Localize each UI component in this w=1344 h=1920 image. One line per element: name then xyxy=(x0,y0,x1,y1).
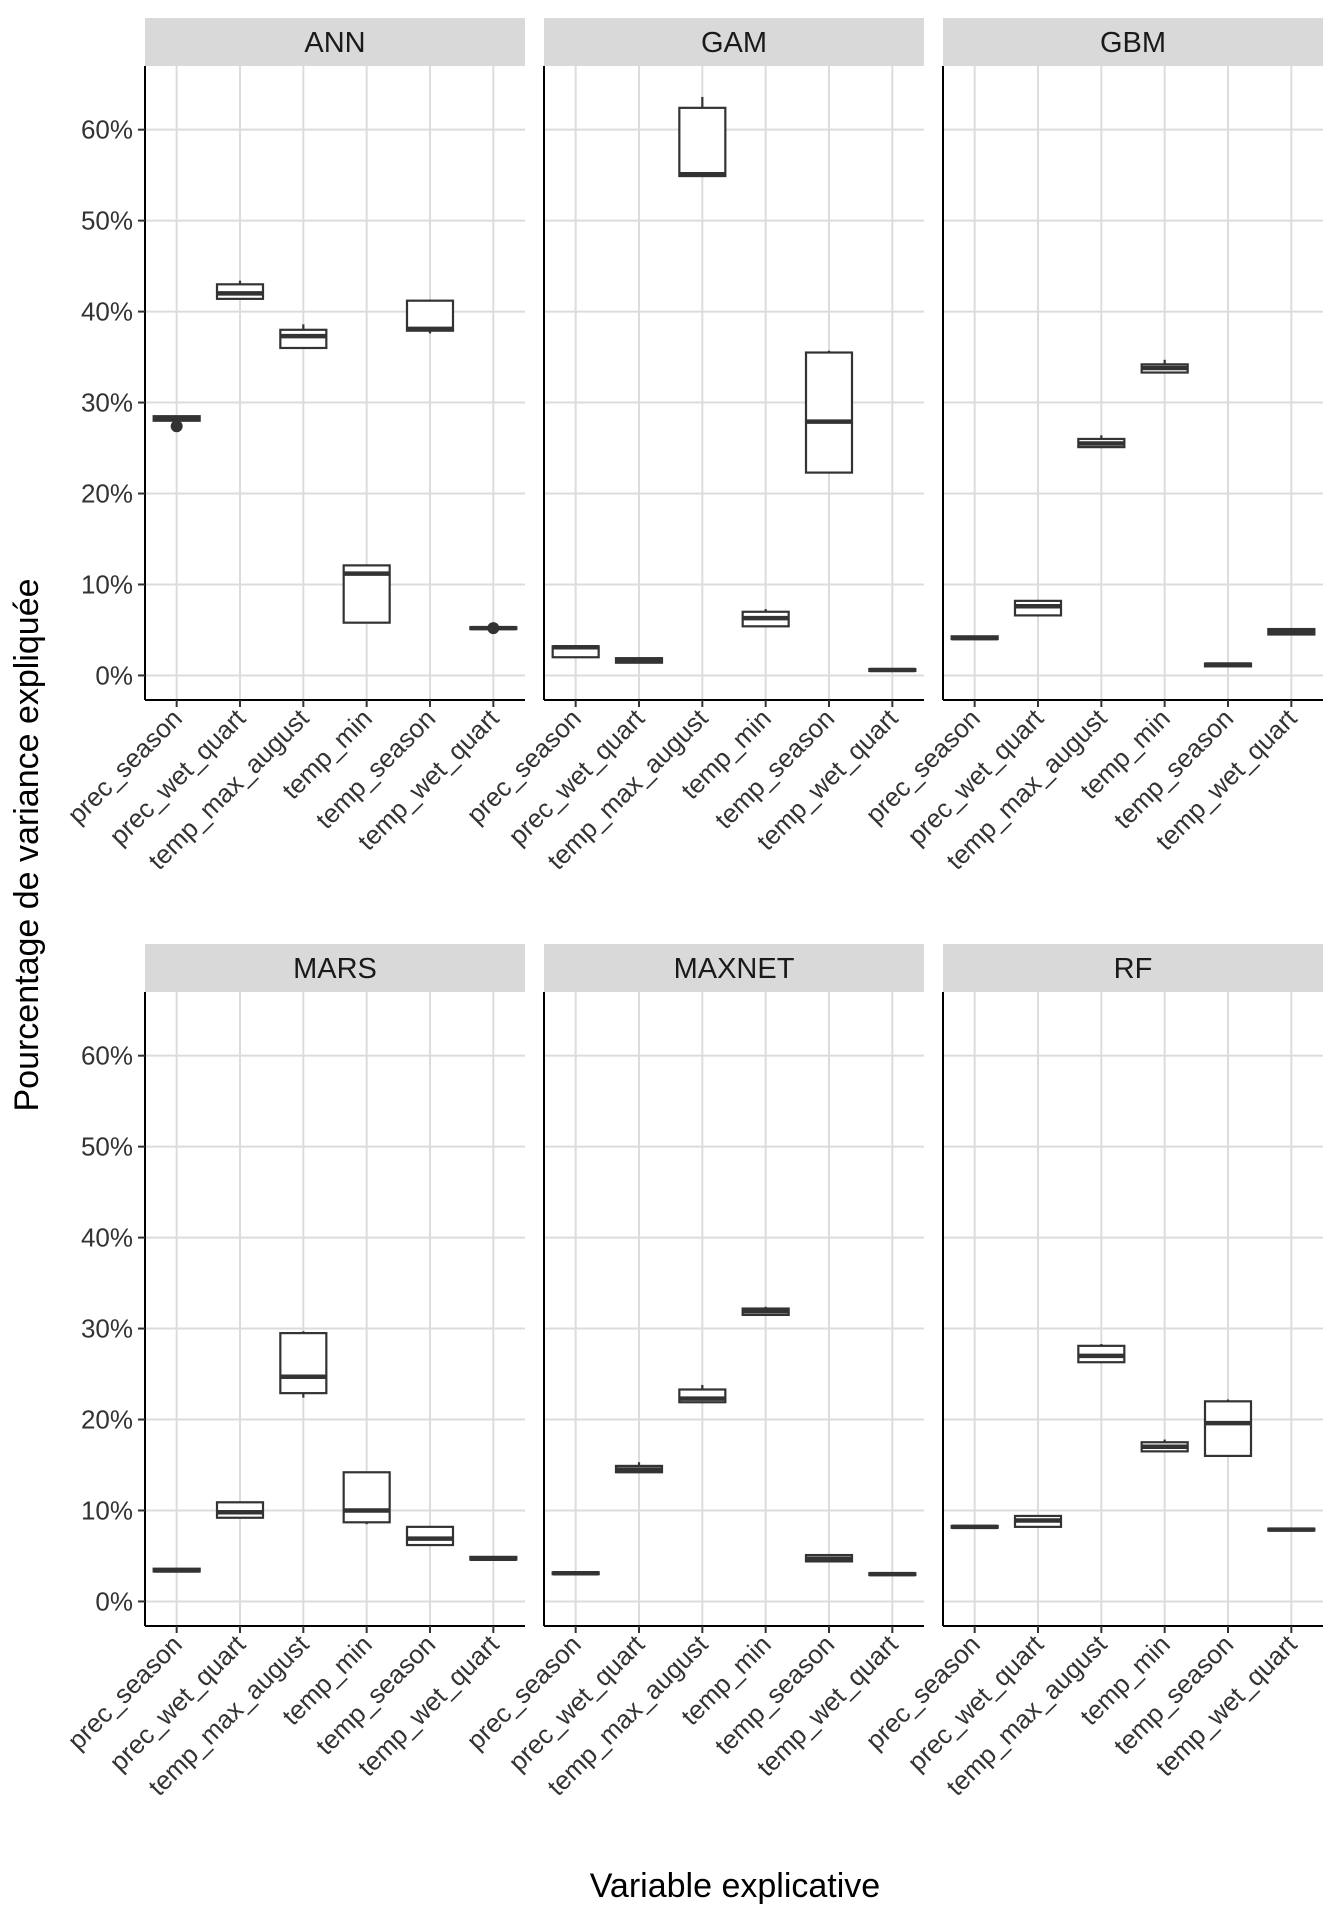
box-temp_season xyxy=(1203,662,1253,668)
box-prec_wet_quart xyxy=(215,280,265,300)
box-iqr xyxy=(215,1501,265,1519)
y-tick-label: 20% xyxy=(81,479,133,509)
box-temp_season xyxy=(1203,1399,1253,1458)
y-tick-label: 30% xyxy=(81,388,133,418)
box-temp_min xyxy=(741,1306,790,1317)
x-axis-title: Variable explicative xyxy=(590,1867,880,1905)
box-temp_max_august xyxy=(678,96,727,178)
facet-strip-label: MARS xyxy=(293,953,377,985)
box-temp_min xyxy=(342,1471,391,1525)
facet-panels: ANN0%10%20%30%40%50%60%prec_seasonprec_w… xyxy=(61,18,1323,1801)
y-tick-label: 50% xyxy=(81,206,133,236)
facet-strip xyxy=(544,18,924,66)
box-prec_season xyxy=(950,635,999,641)
facet-strip-label: MAXNET xyxy=(674,953,795,985)
box-iqr xyxy=(405,299,455,332)
box-temp_min xyxy=(741,609,790,628)
facet-strip xyxy=(943,18,1323,66)
y-tick-label: 20% xyxy=(81,1405,133,1435)
box-iqr xyxy=(279,328,328,350)
outlier-point xyxy=(170,420,183,433)
box-temp_wet_quart xyxy=(469,622,518,635)
box-temp_wet_quart xyxy=(868,1571,917,1577)
y-tick-label: 0% xyxy=(95,660,133,690)
box-temp_max_august xyxy=(1077,435,1126,449)
box-prec_wet_quart xyxy=(614,1462,664,1474)
box-prec_season xyxy=(551,644,600,659)
y-tick-label: 30% xyxy=(81,1314,133,1344)
box-temp_season xyxy=(405,299,455,334)
box-prec_season xyxy=(152,415,201,433)
box-temp_max_august xyxy=(279,324,328,350)
box-prec_season xyxy=(152,1567,201,1573)
box-temp_min xyxy=(1140,1439,1189,1453)
box-prec_wet_quart xyxy=(1013,599,1063,617)
box-iqr xyxy=(1203,1400,1253,1458)
box-temp_min xyxy=(342,564,391,624)
facet-strip-label: ANN xyxy=(304,27,365,59)
box-temp_season xyxy=(804,1553,854,1563)
box-iqr xyxy=(804,351,854,474)
facet-panel-maxnet: MAXNETprec_seasonprec_wet_quarttemp_max_… xyxy=(460,944,924,1801)
facet-panel-gbm: GBMprec_seasonprec_wet_quarttemp_max_aug… xyxy=(859,18,1323,875)
box-temp_season xyxy=(804,350,854,474)
box-temp_wet_quart xyxy=(1267,627,1316,636)
box-prec_season xyxy=(950,1524,999,1530)
facet-strip-label: RF xyxy=(1114,953,1153,985)
y-tick-label: 10% xyxy=(81,1495,133,1525)
y-tick-label: 0% xyxy=(95,1586,133,1616)
facet-strip xyxy=(544,944,924,992)
box-iqr xyxy=(342,1471,391,1524)
facet-strip xyxy=(145,18,525,66)
box-temp_max_august xyxy=(279,1331,328,1398)
box-iqr xyxy=(678,106,727,178)
y-tick-label: 50% xyxy=(81,1132,133,1162)
facet-strip xyxy=(943,944,1323,992)
y-tick-label: 40% xyxy=(81,297,133,327)
facet-strip-label: GAM xyxy=(701,27,767,59)
box-iqr xyxy=(405,1525,455,1547)
box-temp_max_august xyxy=(1077,1344,1126,1364)
box-prec_wet_quart xyxy=(215,1501,265,1519)
y-tick-label: 10% xyxy=(81,569,133,599)
facet-panel-ann: ANN0%10%20%30%40%50%60%prec_seasonprec_w… xyxy=(61,18,525,875)
y-axis-title: Pourcentage de variance expliquée xyxy=(8,578,46,1111)
outlier-point xyxy=(487,622,500,635)
box-temp_min xyxy=(1140,359,1189,374)
facet-strip xyxy=(145,944,525,992)
y-tick-label: 40% xyxy=(81,1223,133,1253)
box-temp_wet_quart xyxy=(469,1555,518,1561)
facet-panel-mars: MARS0%10%20%30%40%50%60%prec_seasonprec_… xyxy=(61,944,525,1801)
box-temp_season xyxy=(405,1525,455,1547)
box-prec_wet_quart xyxy=(614,657,664,664)
box-prec_season xyxy=(551,1570,600,1576)
y-tick-label: 60% xyxy=(81,1041,133,1071)
box-temp_wet_quart xyxy=(868,667,917,673)
facet-panel-gam: GAMprec_seasonprec_wet_quarttemp_max_aug… xyxy=(460,18,924,875)
box-prec_wet_quart xyxy=(1013,1514,1063,1528)
y-tick-label: 60% xyxy=(81,115,133,145)
box-temp_wet_quart xyxy=(1267,1527,1316,1532)
facet-panel-rf: RFprec_seasonprec_wet_quarttemp_max_augu… xyxy=(859,944,1323,1801)
facet-strip-label: GBM xyxy=(1100,27,1166,59)
box-temp_max_august xyxy=(678,1384,727,1404)
box-iqr xyxy=(279,1332,328,1395)
